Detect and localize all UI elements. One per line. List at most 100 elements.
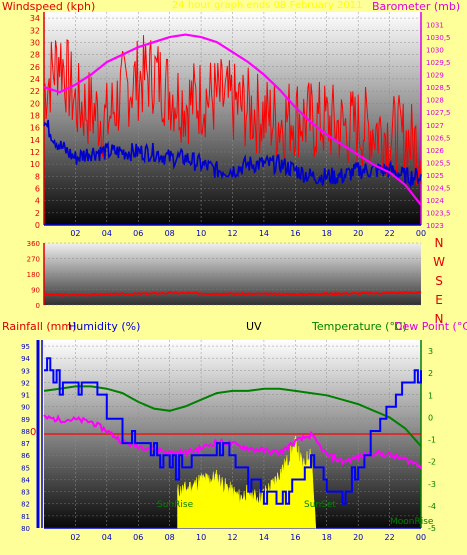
x-tick-label: 06 (133, 229, 143, 238)
x-tick-label: 12 (227, 533, 237, 542)
left-tick-label: 14 (30, 136, 40, 145)
sunset-label: SunSet (304, 500, 336, 510)
compass-label: E (435, 293, 443, 307)
x-tick-label: 08 (165, 533, 175, 542)
x-tick-label: 14 (259, 533, 269, 542)
left-tick-label: 12 (30, 148, 40, 157)
humidity-tick-label: 93 (21, 367, 30, 375)
series-group (43, 33, 422, 529)
tick-labels: 02 04 06 08 10 12 14 16 18 20 22 000246810121416182… (21, 14, 450, 542)
humidity-tick-label: 84 (21, 476, 30, 484)
right-tick-label: 1028 (426, 97, 444, 105)
moonset-label: MoonSet (190, 517, 230, 527)
moonrise-label: MoonRise (390, 517, 434, 527)
x-tick-label: 10 (196, 533, 206, 542)
x-tick-label: 10 (196, 229, 206, 238)
x-tick-label: 04 (102, 533, 112, 542)
series-temperature (43, 385, 422, 447)
humidity-tick-label: 95 (21, 343, 30, 351)
compass-label: N (435, 236, 444, 250)
humidity-tick-label: 89 (21, 416, 30, 424)
humidity-tick-label: 82 (21, 501, 30, 509)
humidity-tick-label: 90 (21, 404, 30, 412)
uv-label: UV (246, 320, 262, 333)
x-tick-label: 12 (227, 229, 237, 238)
rainfall-axis-label: Rainfall (mm) (2, 320, 77, 333)
right-tick-label: 1028,5 (426, 84, 451, 92)
temperature-tick-label: -4 (428, 502, 436, 511)
x-tick-label: 08 (165, 229, 175, 238)
right-tick-label: 1029 (426, 72, 444, 80)
barometer-axis-label: Barometer (mb) (372, 0, 461, 13)
left-tick-label: 32 (30, 26, 40, 35)
left-tick-label: 4 (35, 197, 40, 206)
series-windspeed (43, 35, 422, 186)
compass-label: N (435, 312, 444, 326)
temperature-tick-label: 3 (428, 347, 433, 356)
x-tick-label: 00 (416, 229, 426, 238)
temperature-axis-label: Temperature (°C) (312, 320, 407, 333)
x-tick-label: 22 (384, 533, 394, 542)
left-tick-label: 22 (30, 87, 40, 96)
x-tick-label: 18 (322, 229, 332, 238)
x-tick-label: 02 (70, 229, 80, 238)
left-tick-label: 20 (30, 99, 40, 108)
temperature-tick-label: 2 (428, 369, 433, 378)
humidity-axis-label: Humidity (%) (68, 320, 141, 333)
humidity-tick-label: 88 (21, 428, 30, 436)
right-tick-label: 1026 (426, 147, 444, 155)
x-tick-label: 02 (70, 533, 80, 542)
left-tick-label: 18 (30, 111, 40, 120)
humidity-tick-label: 87 (21, 440, 30, 448)
temperature-tick-label: 1 (428, 391, 433, 400)
left-tick-label: 34 (30, 14, 40, 23)
right-tick-label: 1030,5 (426, 34, 451, 42)
humidity-tick-label: 83 (21, 489, 30, 497)
right-tick-label: 1026,5 (426, 134, 451, 142)
dewpoint-axis-label: Dew Point (°C) (394, 320, 467, 333)
direction-tick-label: 270 (27, 256, 40, 264)
humidity-tick-label: 81 (21, 513, 30, 521)
rain-zero-label: 0 (30, 427, 37, 438)
left-tick-label: 8 (35, 172, 40, 181)
right-tick-label: 1031 (426, 22, 444, 30)
right-tick-label: 1024 (426, 197, 444, 205)
direction-tick-label: 360 (27, 240, 40, 248)
axes (36, 12, 422, 529)
x-tick-label: 20 (353, 533, 363, 542)
series-average-wind (43, 119, 422, 189)
direction-tick-label: 0 (36, 302, 40, 310)
series-direction (43, 291, 422, 298)
sunrise-label: SunRise (157, 500, 194, 510)
direction-tick-label: 90 (31, 287, 40, 295)
right-tick-label: 1023 (426, 222, 444, 230)
series-dewpoint (43, 414, 422, 470)
left-tick-label: 30 (30, 38, 40, 47)
x-tick-label: 20 (353, 229, 363, 238)
temperature-tick-label: -5 (428, 524, 436, 533)
x-tick-label: 22 (384, 229, 394, 238)
left-tick-label: 24 (30, 75, 40, 84)
x-tick-label: 04 (102, 229, 112, 238)
right-tick-label: 1024,5 (426, 184, 451, 192)
right-tick-label: 1029,5 (426, 59, 451, 67)
temperature-tick-label: -2 (428, 458, 436, 467)
left-tick-label: 0 (35, 221, 40, 230)
left-tick-label: 6 (35, 184, 40, 193)
temperature-tick-label: -1 (428, 436, 436, 445)
temperature-tick-label: 0 (428, 413, 433, 422)
left-tick-label: 26 (30, 63, 40, 72)
humidity-tick-label: 91 (21, 392, 30, 400)
series-humidity (44, 357, 422, 505)
direction-tick-label: 180 (27, 271, 40, 279)
humidity-tick-label: 86 (21, 452, 30, 460)
right-tick-label: 1027,5 (426, 109, 451, 117)
right-tick-label: 1025 (426, 172, 444, 180)
x-tick-label: 00 (416, 533, 426, 542)
right-tick-label: 1027 (426, 122, 444, 130)
left-tick-label: 28 (30, 51, 40, 60)
left-tick-label: 16 (30, 124, 40, 133)
temperature-tick-label: -3 (428, 480, 436, 489)
x-tick-label: 16 (290, 229, 300, 238)
